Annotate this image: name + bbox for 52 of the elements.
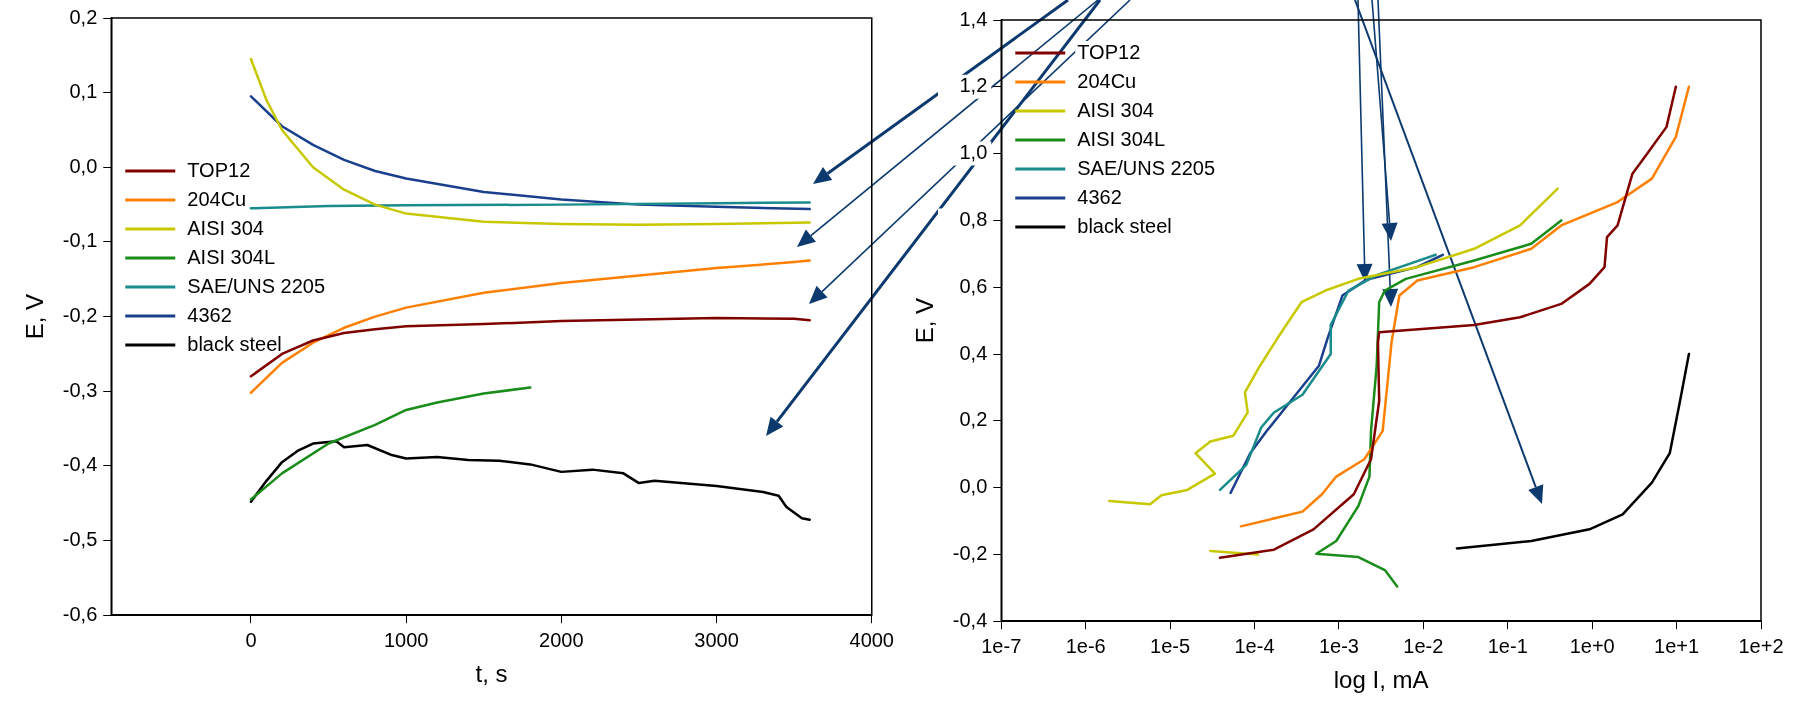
y-tick-label: -0,4 [62, 453, 98, 476]
legend-label: 4362 [187, 303, 232, 326]
y-axis-title: E, V [21, 293, 49, 340]
x-tick-label: 1e-1 [1487, 634, 1528, 657]
y-tick-label: 0,4 [959, 341, 988, 364]
legend-label: AISI 304 [187, 216, 264, 239]
x-tick-label: 1e-4 [1234, 634, 1275, 657]
x-tick-label: 4000 [849, 628, 894, 651]
y-tick-label: -0,6 [62, 602, 98, 625]
y-tick-label: 1,0 [959, 141, 988, 164]
x-tick-label: 1e-2 [1403, 634, 1444, 657]
legend-label: 204Cu [187, 187, 247, 210]
legend-label: SAE/UNS 2205 [1077, 156, 1216, 179]
y-tick-label: -0,2 [952, 541, 988, 564]
y-tick-label: -0,3 [62, 378, 98, 401]
y-tick-label: -0,2 [62, 304, 98, 327]
x-tick-label: 1e-6 [1065, 634, 1106, 657]
x-tick-label: 1e-5 [1150, 634, 1191, 657]
legend-label: black steel [187, 332, 282, 355]
y-tick-label: 0,1 [69, 80, 98, 103]
y-tick-label: -0,4 [952, 608, 988, 631]
y-tick-label: 0,2 [69, 5, 98, 28]
y-tick-label: 0,2 [959, 408, 988, 431]
y-axis-title: E, V [911, 297, 939, 344]
y-tick-label: 1,2 [959, 74, 988, 97]
legend-label: TOP12 [187, 158, 251, 181]
legend-label: TOP12 [1077, 40, 1141, 63]
legend-label: 204Cu [1077, 69, 1137, 92]
x-axis-title: log I, mA [1333, 666, 1429, 694]
x-tick-label: 0 [245, 628, 257, 651]
x-tick-label: 1e-7 [981, 634, 1022, 657]
x-tick-label: 3000 [694, 628, 739, 651]
x-tick-label: 1e-3 [1318, 634, 1359, 657]
x-tick-label: 1e+0 [1569, 634, 1615, 657]
y-tick-label: 0,0 [69, 154, 98, 177]
y-tick-label: 0,8 [959, 207, 988, 230]
x-tick-label: 1e+2 [1738, 634, 1784, 657]
x-tick-label: 1000 [383, 628, 429, 651]
x-axis-title: t, s [475, 660, 508, 688]
legend-label: AISI 304 [1077, 98, 1154, 121]
legend-label: AISI 304L [187, 245, 276, 268]
y-tick-label: -0,5 [62, 528, 98, 551]
y-tick-label: 0,0 [959, 475, 988, 498]
y-tick-label: 1,4 [959, 7, 988, 30]
y-tick-label: -0,1 [62, 229, 98, 252]
legend-label: SAE/UNS 2205 [187, 274, 326, 297]
legend-label: black steel [1077, 214, 1172, 237]
legend-label: AISI 304L [1077, 127, 1166, 150]
y-tick-label: 0,6 [959, 274, 988, 297]
x-tick-label: 1e+1 [1654, 634, 1700, 657]
x-tick-label: 2000 [539, 628, 584, 651]
legend-label: 4362 [1077, 185, 1122, 208]
